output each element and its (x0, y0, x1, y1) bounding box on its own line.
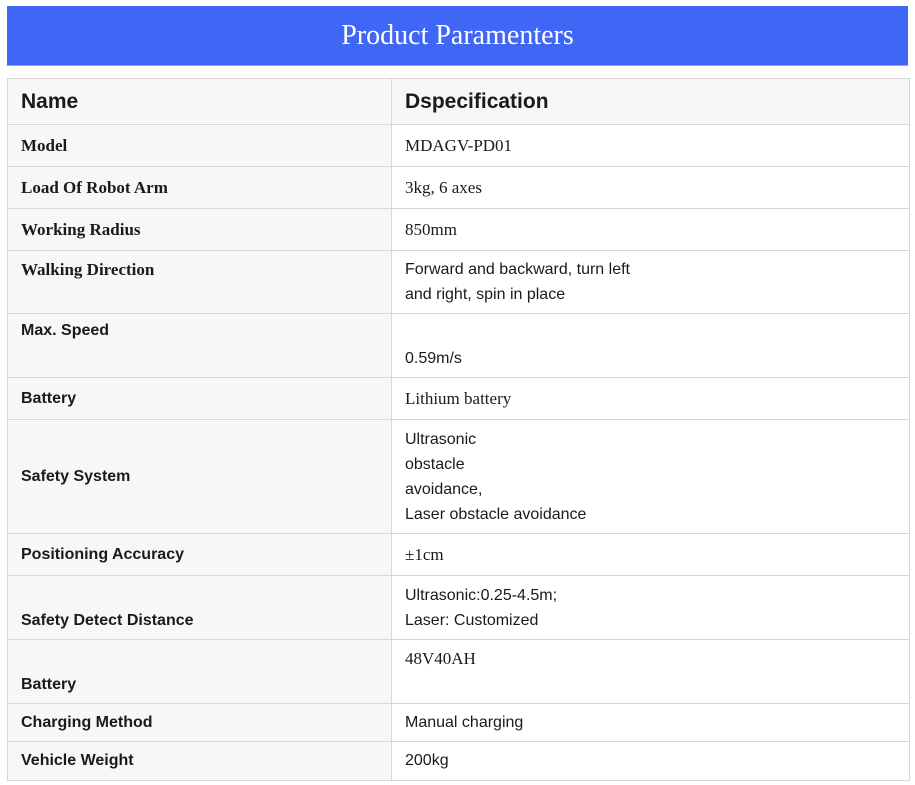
title-banner: Product Paramenters (7, 6, 908, 66)
row-label: Load Of Robot Arm (7, 166, 392, 209)
row-value: Forward and backward, turn left and righ… (391, 250, 910, 314)
value-line: obstacle (405, 455, 465, 473)
row-label: Safety Detect Distance (7, 575, 392, 640)
row-value: Manual charging (391, 703, 910, 742)
table-row: Load Of Robot Arm 3kg, 6 axes (7, 166, 910, 209)
row-value: Ultrasonic:0.25-4.5m; Laser: Customized (391, 575, 910, 640)
table-row: Battery Lithium battery (7, 377, 910, 420)
row-value: 0.59m/s (391, 313, 910, 378)
row-value: ±1cm (391, 533, 910, 576)
row-label: Vehicle Weight (7, 741, 392, 781)
row-label: Positioning Accuracy (7, 533, 392, 576)
table-header-row: Name Dspecification (7, 78, 910, 125)
row-value: MDAGV-PD01 (391, 124, 910, 167)
row-value: 48V40AH (391, 639, 910, 704)
table-row: Max. Speed 0.59m/s (7, 313, 910, 378)
row-value: 850mm (391, 208, 910, 251)
table-row: Model MDAGV-PD01 (7, 124, 910, 167)
table-row: Positioning Accuracy ±1cm (7, 533, 910, 576)
row-value: Ultrasonic obstacle avoidance, Laser obs… (391, 419, 910, 534)
header-specification: Dspecification (391, 78, 910, 125)
row-value: 3kg, 6 axes (391, 166, 910, 209)
table-row: Safety Detect Distance Ultrasonic:0.25-4… (7, 575, 910, 640)
row-label: Model (7, 124, 392, 167)
row-label: Battery (7, 639, 392, 704)
table-row: Working Radius 850mm (7, 208, 910, 251)
page-title: Product Paramenters (341, 19, 574, 51)
value-line: avoidance, (405, 480, 483, 498)
table-row: Safety System Ultrasonic obstacle avoida… (7, 419, 910, 534)
value-line: Laser obstacle avoidance (405, 505, 587, 523)
row-label: Battery (7, 377, 392, 420)
table-row: Vehicle Weight 200kg (7, 741, 910, 781)
value-line: Forward and backward, turn left (405, 261, 630, 278)
table-row: Charging Method Manual charging (7, 703, 910, 742)
table-row: Walking Direction Forward and backward, … (7, 250, 910, 314)
row-label: Working Radius (7, 208, 392, 251)
value-line: Laser: Customized (405, 611, 539, 629)
value-line: Ultrasonic (405, 430, 477, 448)
spec-table: Name Dspecification Model MDAGV-PD01 Loa… (7, 78, 910, 781)
row-label: Charging Method (7, 703, 392, 742)
row-value: 200kg (391, 741, 910, 781)
row-value: Lithium battery (391, 377, 910, 420)
row-label: Safety System (7, 419, 392, 534)
value-line: and right, spin in place (405, 286, 566, 303)
row-label: Walking Direction (7, 250, 392, 314)
table-row: Battery 48V40AH (7, 639, 910, 704)
value-line: Ultrasonic:0.25-4.5m; (405, 586, 558, 604)
header-name: Name (7, 78, 392, 125)
row-label: Max. Speed (7, 313, 392, 378)
